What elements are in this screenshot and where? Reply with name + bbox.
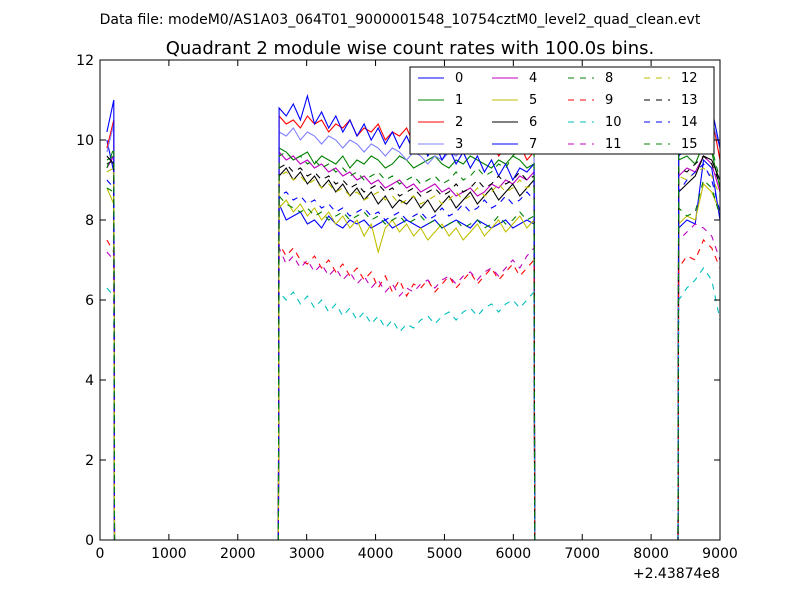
legend-label: 7 (529, 137, 537, 152)
legend-label: 10 (605, 115, 622, 130)
series-line-1 (106, 143, 720, 540)
series-line-15 (106, 94, 720, 540)
legend-label: 5 (529, 93, 537, 108)
x-tick-label: 7000 (564, 546, 600, 562)
x-tick-label: 3000 (289, 546, 325, 562)
legend-label: 9 (605, 93, 613, 108)
series-line-3 (106, 98, 720, 540)
data-file-label: Data file: modeM0/AS1A03_064T01_90000015… (100, 12, 701, 28)
legend-label: 4 (529, 71, 537, 86)
series-line-0 (106, 139, 720, 540)
x-tick-label: 1000 (151, 546, 187, 562)
series-layer (106, 79, 720, 540)
series-line-4 (106, 150, 720, 540)
x-tick-label: 8000 (633, 546, 669, 562)
series-line-5 (106, 182, 720, 540)
series-line-2 (106, 106, 720, 540)
legend-frame (409, 66, 715, 155)
series-line-9 (106, 239, 720, 540)
series-line-12 (106, 167, 720, 540)
series-line-13 (106, 155, 720, 540)
x-tick-label: 4000 (358, 546, 394, 562)
legend-label: 3 (455, 137, 463, 152)
series-line-10 (106, 267, 720, 540)
axis-ticks: 0 1000 2000 3000 4000 5000 6000 7000 8000 9000 0 2 4… (76, 53, 738, 562)
y-tick-label: 12 (76, 53, 94, 69)
y-tick-label: 0 (85, 533, 94, 549)
legend-label: 11 (605, 137, 622, 152)
y-tick-label: 4 (85, 373, 94, 389)
legend-label: 2 (455, 115, 463, 130)
legend-label: 13 (681, 93, 698, 108)
legend-label: 15 (681, 137, 698, 152)
series-line-6 (106, 155, 720, 540)
chart-title: Quadrant 2 module wise count rates with … (166, 38, 655, 59)
legend-label: 12 (681, 71, 698, 86)
x-offset-label: +2.43874e8 (633, 566, 720, 582)
x-tick-label: 6000 (496, 546, 532, 562)
x-tick-label: 2000 (220, 546, 256, 562)
x-tick-label: 9000 (702, 546, 738, 562)
series-line-11 (106, 223, 720, 540)
x-tick-label: 0 (96, 546, 105, 562)
series-line-8 (106, 178, 720, 540)
legend-label: 0 (455, 71, 463, 86)
x-tick-label: 5000 (427, 546, 463, 562)
y-tick-label: 6 (85, 293, 94, 309)
legend-label: 8 (605, 71, 613, 86)
legend-label: 1 (455, 93, 463, 108)
y-tick-label: 2 (85, 453, 94, 469)
y-tick-label: 8 (85, 213, 94, 229)
legend-label: 6 (529, 115, 537, 130)
legend-label: 14 (681, 115, 698, 130)
plot-area: 0 1000 2000 3000 4000 5000 6000 7000 8000 9000 0 2 4… (76, 53, 738, 562)
y-tick-label: 10 (76, 133, 94, 149)
